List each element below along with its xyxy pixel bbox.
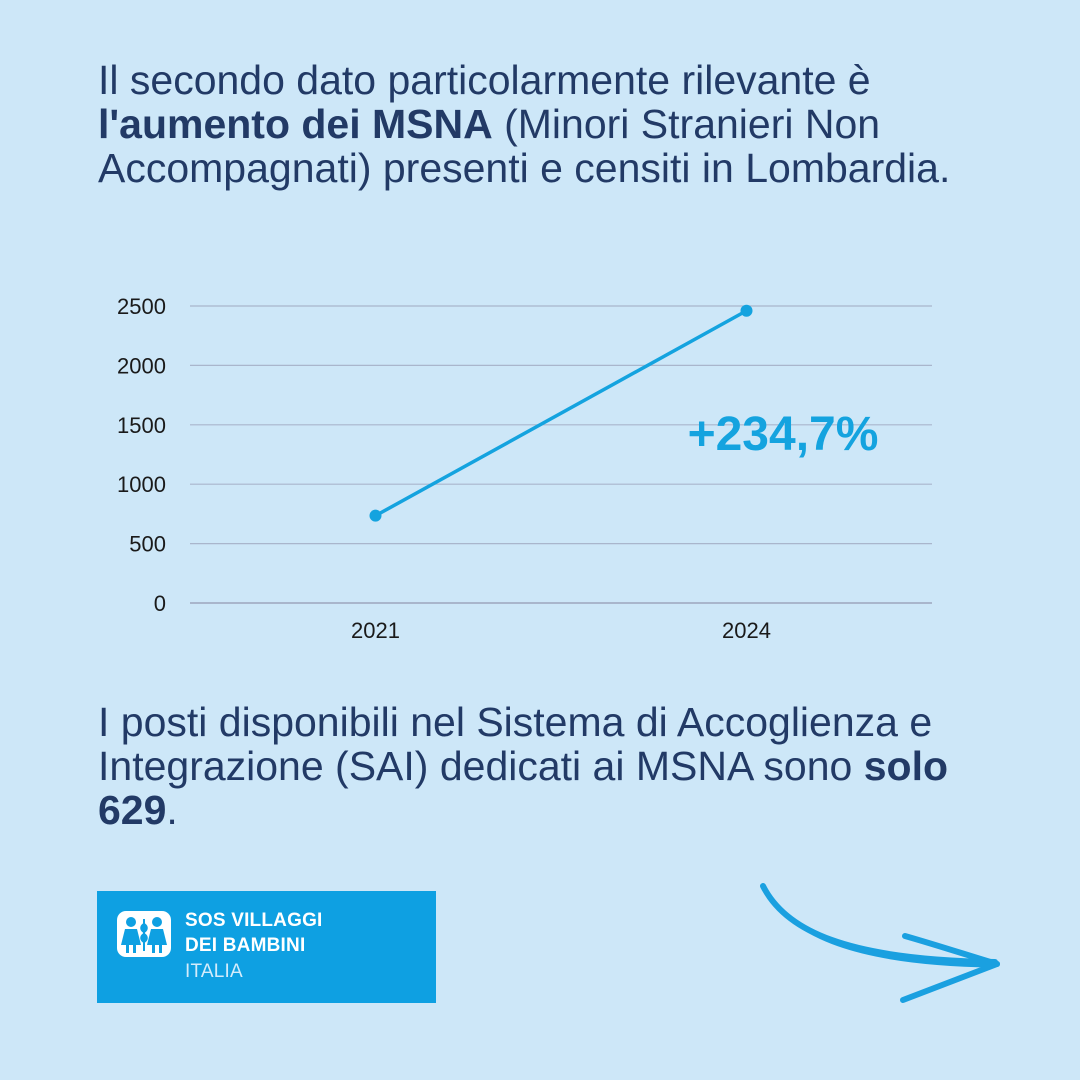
logo-line-2: DEI BAMBINI bbox=[185, 935, 306, 956]
intro-bold: l'aumento dei MSNA bbox=[98, 101, 493, 147]
arrow-right-icon[interactable] bbox=[745, 870, 1015, 1020]
percent-change-annotation: +234,7% bbox=[688, 408, 879, 461]
intro-part-2: (Minori Stranieri Non Accompagnati) pres… bbox=[98, 101, 951, 191]
footer-part-2: . bbox=[166, 787, 178, 833]
y-axis-ticks: 0 500 1000 1500 2000 2500 bbox=[117, 294, 166, 616]
y-tick-label: 1500 bbox=[117, 413, 166, 438]
intro-text: Il secondo dato particolarmente rilevant… bbox=[98, 58, 978, 190]
y-tick-label: 0 bbox=[154, 591, 166, 616]
children-tree-icon bbox=[117, 911, 171, 957]
sos-villaggi-logo: SOS VILLAGGI DEI BAMBINI ITALIA bbox=[97, 891, 436, 1003]
series-line bbox=[374, 309, 748, 518]
data-point-2024 bbox=[740, 304, 753, 317]
y-tick-label: 1000 bbox=[117, 472, 166, 497]
y-tick-label: 2000 bbox=[117, 353, 166, 378]
footer-text: I posti disponibili nel Sistema di Accog… bbox=[98, 700, 998, 832]
y-tick-label: 2500 bbox=[117, 294, 166, 319]
footer-part-1: I posti disponibili nel Sistema di Accog… bbox=[98, 699, 933, 789]
x-axis-ticks: 2021 2024 bbox=[351, 618, 771, 643]
line-chart: 0 500 1000 1500 2000 2500 2021 2024 +234,7% bbox=[117, 294, 932, 643]
logo-line-1: SOS VILLAGGI bbox=[185, 910, 323, 931]
y-tick-label: 500 bbox=[129, 532, 166, 557]
chart-series bbox=[369, 304, 753, 522]
x-tick-label: 2024 bbox=[722, 618, 771, 643]
data-point-2021 bbox=[369, 509, 382, 522]
intro-part-1: Il secondo dato particolarmente rilevant… bbox=[98, 57, 871, 103]
x-tick-label: 2021 bbox=[351, 618, 400, 643]
chart-gridlines bbox=[190, 305, 932, 604]
logo-line-3: ITALIA bbox=[185, 961, 243, 982]
footer-bold: solo 629 bbox=[98, 743, 949, 833]
